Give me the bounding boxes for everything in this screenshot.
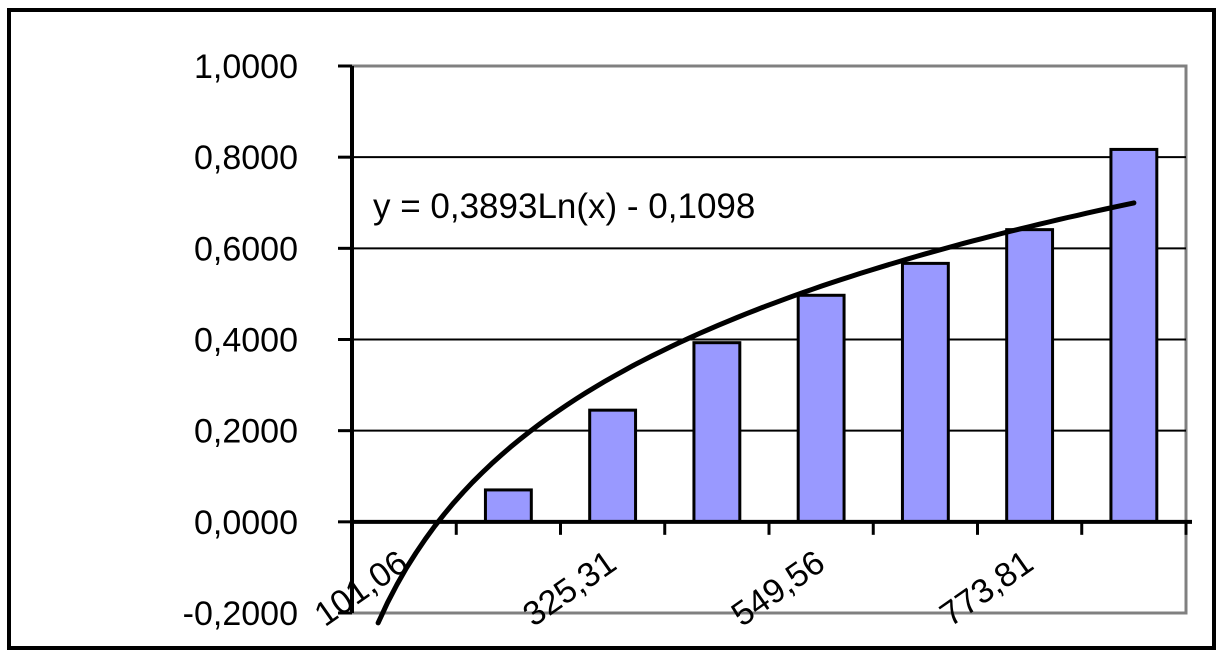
- trendline: [375, 200, 1137, 626]
- y-tick-label: 0,0000: [194, 504, 298, 542]
- bar-series: [483, 147, 1159, 524]
- bar: [692, 341, 742, 524]
- y-axis-tick-labels: 1,0000 0,8000 0,6000 0,4000 0,2000 0,0000 -0,2…: [183, 48, 298, 633]
- bar: [483, 488, 533, 524]
- y-tick-label: 0,8000: [194, 139, 298, 177]
- bar: [588, 408, 638, 524]
- y-tick-label: 0,4000: [194, 322, 298, 360]
- bar: [1109, 147, 1159, 524]
- y-tick-label: 0,2000: [194, 413, 298, 451]
- axes: [338, 64, 1192, 615]
- y-tick-label: 0,6000: [194, 230, 298, 268]
- bar: [796, 293, 846, 524]
- y-tick-label: 1,0000: [194, 48, 298, 86]
- trendline-equation: y = 0,3893Ln(x) - 0,1098: [373, 187, 755, 226]
- bar: [900, 261, 950, 524]
- bar: [1005, 228, 1055, 524]
- y-tick-label: -0,2000: [183, 595, 298, 633]
